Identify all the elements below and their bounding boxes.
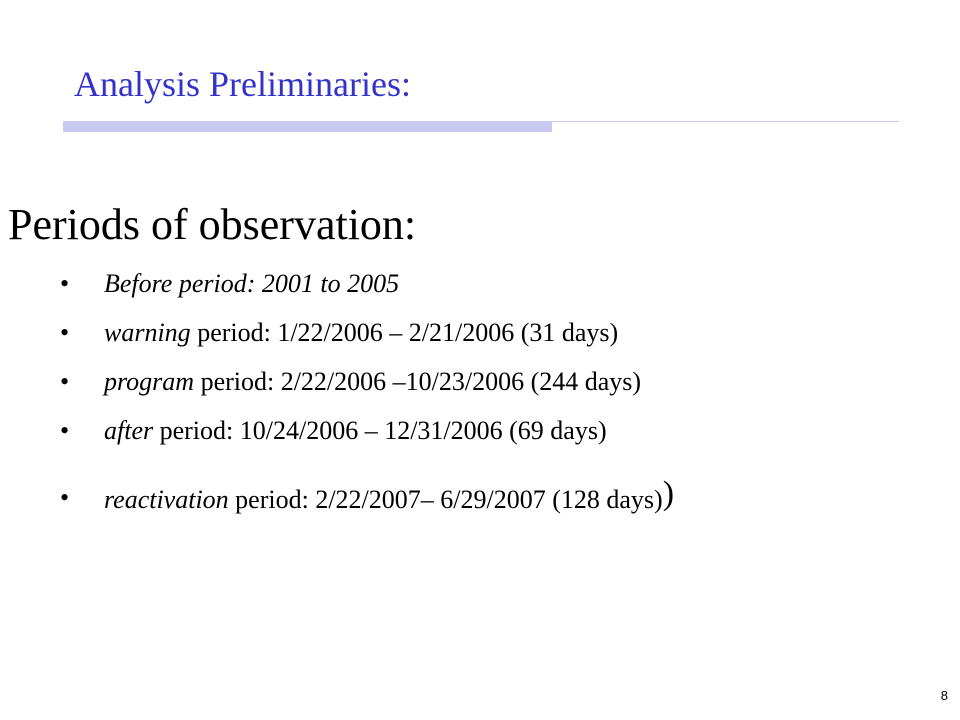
section-heading: Periods of observation: [8, 200, 417, 249]
bullet-text: after period: 10/24/2006 – 12/31/2006 (6… [104, 413, 607, 449]
bullet-icon: • [60, 269, 70, 298]
bullet-text: program period: 2/22/2006 –10/23/2006 (2… [104, 364, 641, 400]
bullet-rest: period: 1/22/2006 – 2/21/2006 (31 days) [190, 318, 619, 347]
bullet-lead: reactivation [104, 485, 229, 514]
bullet-item-before-period: • Before period: 2001 to 2005 [0, 266, 900, 302]
bullet-rest: period: 10/24/2006 – 12/31/2006 (69 days… [153, 416, 607, 445]
bullet-icon: • [60, 416, 70, 445]
bullet-icon: • [60, 318, 70, 347]
page-number: 8 [940, 688, 948, 703]
slide-title: Analysis Preliminaries: [74, 64, 411, 104]
bullet-item-after-period: • after period: 10/24/2006 – 12/31/2006 … [0, 413, 900, 449]
title-underline-rule [552, 121, 899, 122]
bullet-text: reactivation period: 2/22/2007– 6/29/200… [104, 476, 674, 518]
bullet-rest: period: 2/22/2007– 6/29/2007 (128 days) [228, 485, 663, 514]
bullet-text: warning period: 1/22/2006 – 2/21/2006 (3… [104, 315, 618, 351]
bullet-text: Before period: 2001 to 2005 [104, 266, 399, 302]
bullet-lead: after [104, 416, 154, 445]
bullet-lead: program [104, 367, 195, 396]
bullet-item-reactivation-period: • reactivation period: 2/22/2007– 6/29/2… [0, 476, 900, 518]
bullet-item-program-period: • program period: 2/22/2006 –10/23/2006 … [0, 364, 900, 400]
bullet-lead: Before period: 2001 to 2005 [104, 269, 400, 298]
bullet-rest: period: 2/22/2006 –10/23/2006 (244 days) [194, 367, 642, 396]
bullet-item-warning-period: • warning period: 1/22/2006 – 2/21/2006 … [0, 315, 900, 351]
bullet-icon: • [60, 367, 70, 396]
title-underline-bar [63, 121, 552, 132]
bullet-icon: • [60, 483, 70, 512]
bullet-lead: warning [104, 318, 191, 347]
trailing-paren: ) [662, 475, 675, 512]
